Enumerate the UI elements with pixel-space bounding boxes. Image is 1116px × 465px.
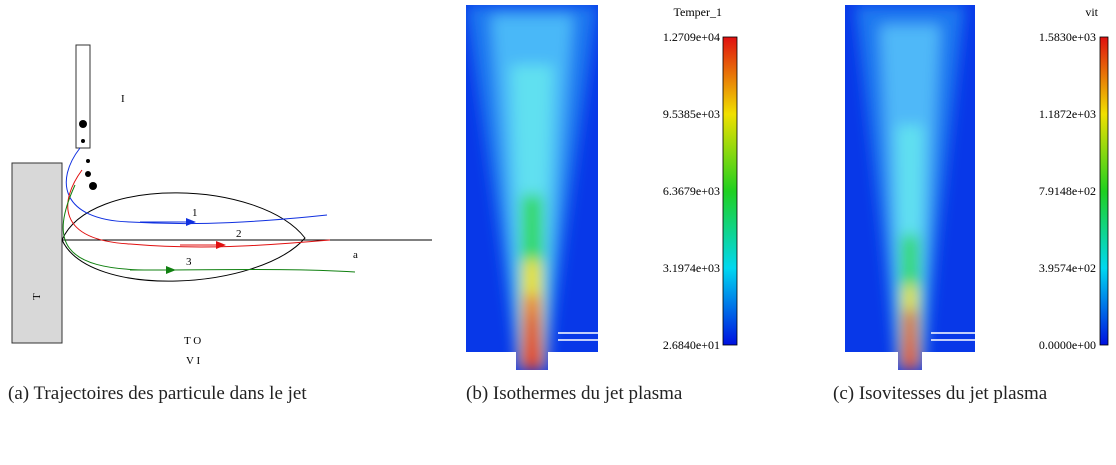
colorbar-title: vit xyxy=(1085,5,1098,19)
colorbar-tick: 1.5830e+03 xyxy=(1039,30,1096,44)
label: 1 xyxy=(192,207,198,219)
caption: (c) Isovitesses du jet plasma xyxy=(833,383,1048,404)
label: T O xyxy=(184,335,201,347)
diagram: I 1 2 3 a T T O V I xyxy=(11,44,432,367)
colorbar-tick: 2.6840e+01 xyxy=(663,338,720,352)
label: 2 xyxy=(236,228,242,240)
caption: (b) Isothermes du jet plasma xyxy=(466,383,683,404)
colorbar-tick: 7.9148e+02 xyxy=(1039,184,1096,198)
jet-plot: vit 1.5830e+03 1.1872e+03 7.9148e+02 3.9… xyxy=(845,5,1109,370)
colorbar-tick: 3.1974e+03 xyxy=(663,261,720,275)
jet-plot: Temper_1 1.2709e+04 9.5385e+03 6.3679e+0… xyxy=(466,5,738,370)
colorbar-tick: 1.1872e+03 xyxy=(1039,107,1096,121)
colorbar-tick: 3.9574e+02 xyxy=(1039,261,1096,275)
caption: (a) Trajectoires des particule dans le j… xyxy=(8,383,307,404)
colorbar-tick: 6.3679e+03 xyxy=(663,184,720,198)
colorbar-title: Temper_1 xyxy=(674,5,722,19)
label: V I xyxy=(186,355,200,367)
label: a xyxy=(353,249,358,261)
colorbar-tick: 9.5385e+03 xyxy=(663,107,720,121)
label: I xyxy=(121,93,125,105)
colorbar-tick: 1.2709e+04 xyxy=(663,30,720,44)
colorbar-tick: 0.0000e+00 xyxy=(1039,338,1096,352)
figure-art: I 1 2 3 a T T O V I Temper_1 1.2709 xyxy=(11,5,1109,370)
label: 3 xyxy=(186,256,192,268)
label: T xyxy=(31,293,43,300)
